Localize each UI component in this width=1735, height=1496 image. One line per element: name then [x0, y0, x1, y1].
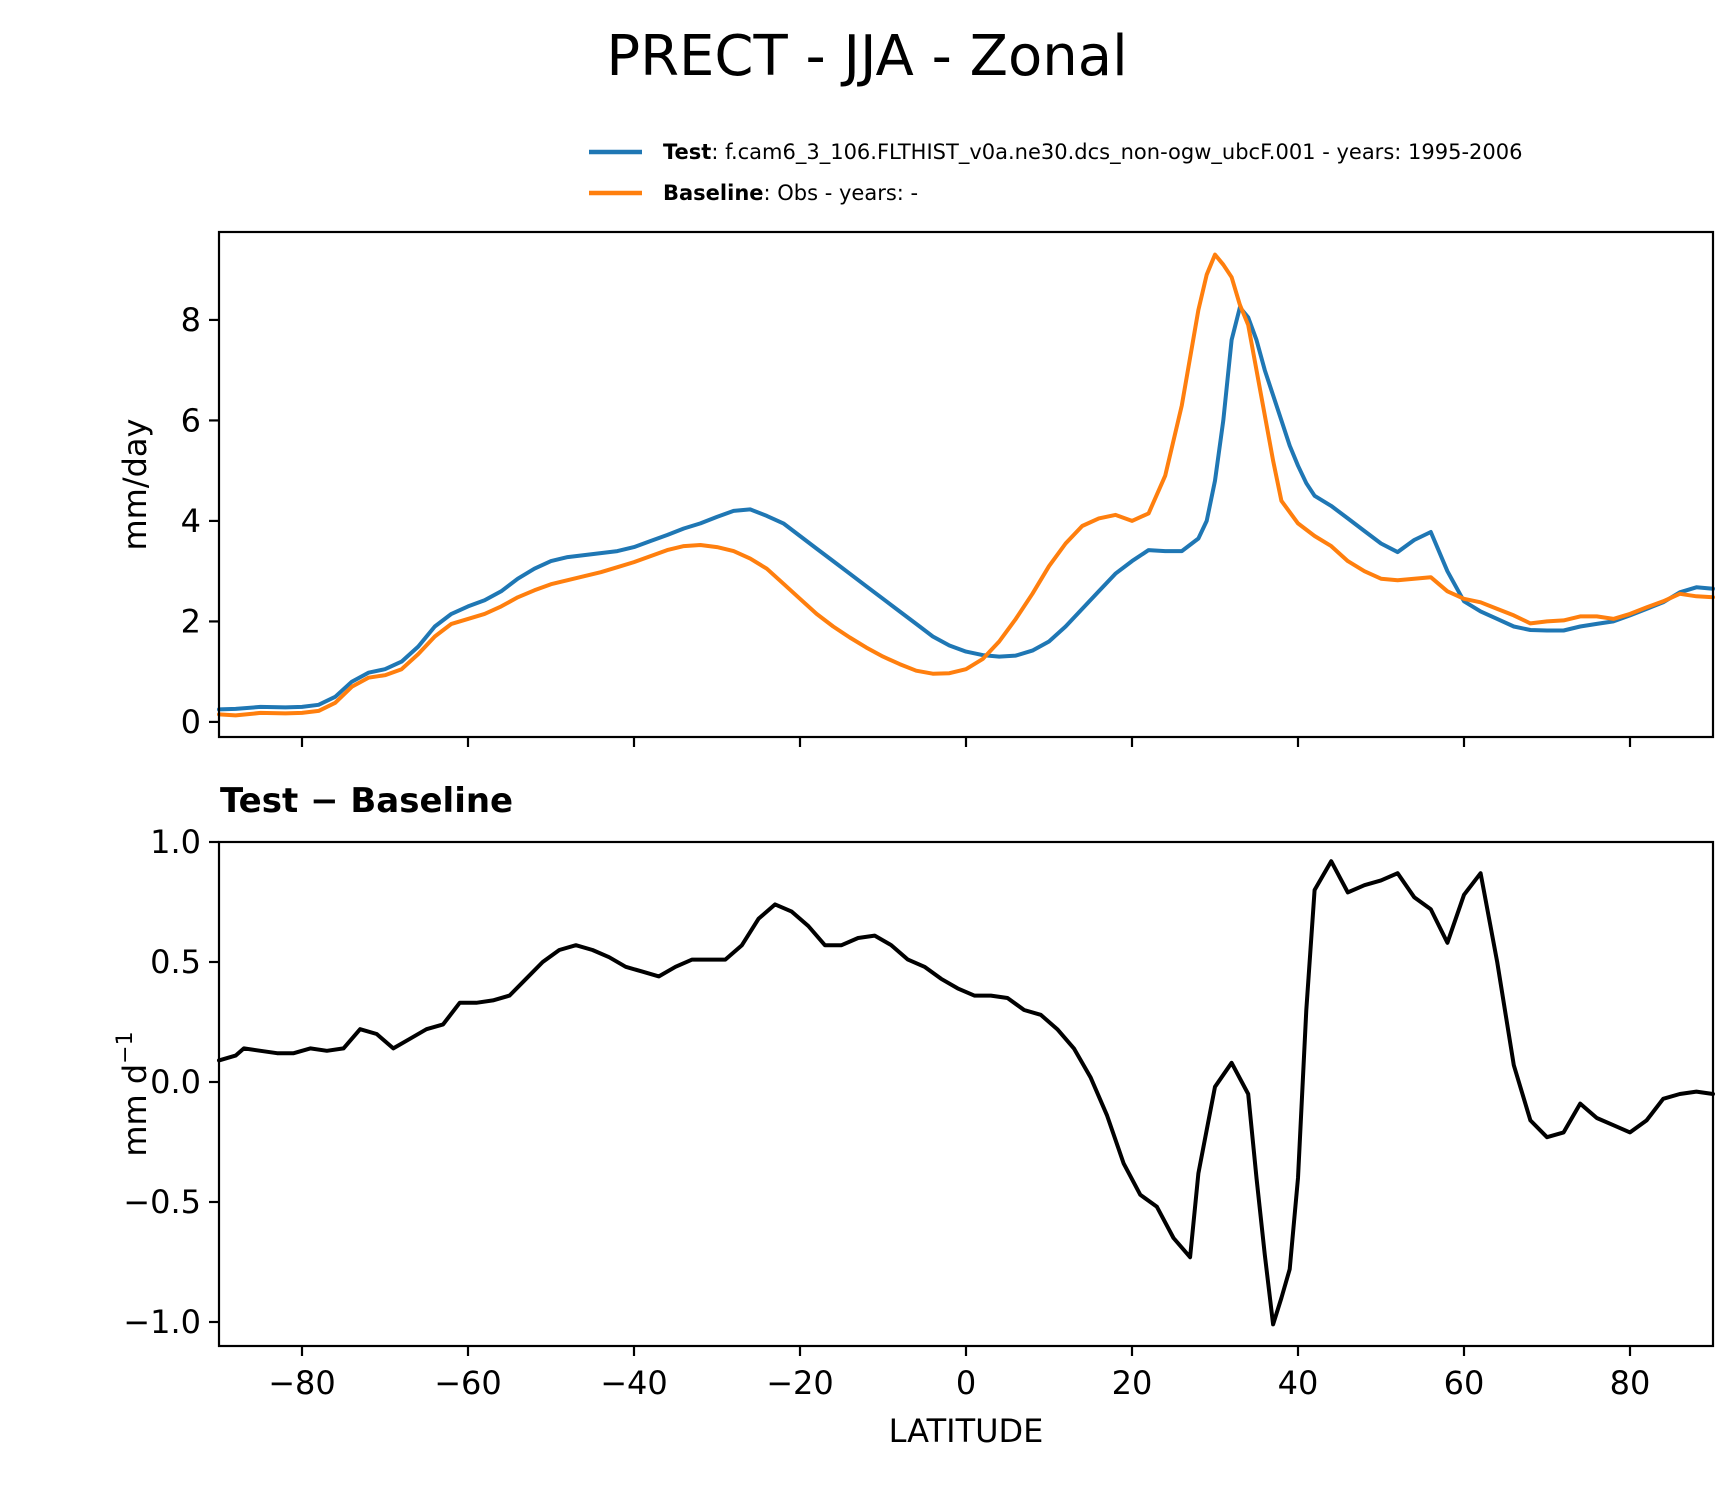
series-line-test-baseline [217, 859, 1715, 1327]
y-tick-label: 0.5 [150, 943, 201, 981]
series-line-baseline [217, 252, 1715, 718]
y-tick-label: 8 [181, 301, 201, 339]
x-tick-label: 0 [956, 1364, 976, 1402]
x-tick-label: 80 [1610, 1364, 1651, 1402]
legend-entry-test: Test: f.cam6_3_106.FLTHIST_v0a.ne30.dcs_… [663, 140, 1522, 165]
legend: Test: f.cam6_3_106.FLTHIST_v0a.ne30.dcs_… [589, 140, 1522, 205]
legend-description: : Obs - years: - [764, 181, 919, 205]
y-tick-label: 0 [181, 703, 201, 741]
figure-title: PRECT - JJA - Zonal [606, 24, 1127, 89]
bottom-panel-title: Test − Baseline [220, 781, 513, 821]
bottom-axis-ticks: −1.0 −0.5 0.0 0.5 1.0 −80 −60 −40 −20 0 20 40 60 80 [123, 823, 1650, 1402]
x-tick-label: −80 [268, 1364, 336, 1402]
legend-key: Test [663, 140, 711, 164]
y-tick-label: −1.0 [123, 1303, 201, 1341]
legend-entry-baseline: Baseline: Obs - years: - [663, 181, 918, 205]
top-axes-frame [217, 230, 1715, 739]
x-tick-label: 20 [1112, 1364, 1153, 1402]
bottom-y-axis-label-exponent: −1 [113, 1031, 138, 1063]
bottom-series-group [217, 859, 1715, 1327]
y-tick-label: 6 [181, 401, 201, 439]
y-tick-label: −0.5 [123, 1183, 201, 1221]
y-tick-label: 2 [181, 602, 201, 640]
series-line-test [217, 305, 1715, 712]
y-tick-label: 1.0 [150, 823, 201, 861]
bottom-y-axis-label: mm d−1 [113, 1031, 154, 1156]
x-tick-label: 60 [1444, 1364, 1485, 1402]
x-tick-label: −40 [600, 1364, 668, 1402]
x-tick-label: −60 [434, 1364, 502, 1402]
top-series-group [217, 252, 1715, 718]
legend-description: : f.cam6_3_106.FLTHIST_v0a.ne30.dcs_non-… [711, 140, 1522, 165]
x-tick-label: −20 [766, 1364, 834, 1402]
x-tick-label: 40 [1278, 1364, 1319, 1402]
y-tick-label: 0.0 [150, 1063, 201, 1101]
top-panel: 0 2 4 6 8 mm/day [116, 230, 1715, 747]
bottom-y-axis-label-base: mm d [116, 1064, 154, 1157]
legend-key: Baseline [663, 181, 764, 205]
x-axis-label: LATITUDE [889, 1412, 1044, 1450]
top-axis-ticks: 0 2 4 6 8 [181, 301, 1632, 747]
top-y-axis-label: mm/day [116, 419, 154, 551]
y-tick-label: 4 [181, 502, 201, 540]
bottom-axes-frame [217, 840, 1715, 1348]
bottom-panel: Test − Baseline −1.0−0.50.00.51.0−80 −60−… [113, 781, 1715, 1450]
